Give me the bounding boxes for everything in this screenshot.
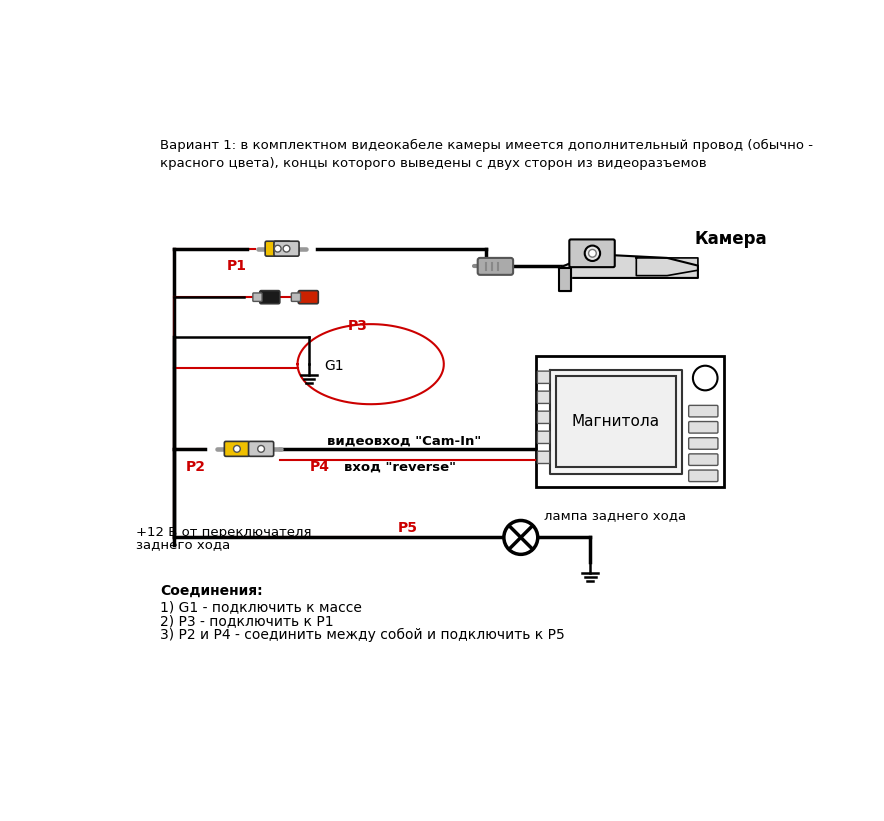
FancyBboxPatch shape: [689, 421, 718, 433]
Text: P3: P3: [347, 319, 368, 333]
Circle shape: [283, 245, 290, 252]
Text: 1) G1 - подключить к массе: 1) G1 - подключить к массе: [161, 600, 362, 615]
Circle shape: [589, 250, 597, 257]
FancyBboxPatch shape: [253, 293, 262, 301]
FancyBboxPatch shape: [537, 431, 550, 443]
Bar: [536, 356, 725, 488]
FancyBboxPatch shape: [248, 442, 274, 456]
FancyBboxPatch shape: [477, 258, 513, 275]
FancyBboxPatch shape: [689, 406, 718, 417]
Polygon shape: [560, 255, 697, 278]
FancyBboxPatch shape: [537, 411, 550, 424]
Circle shape: [233, 446, 240, 452]
Text: лампа заднего хода: лампа заднего хода: [544, 509, 686, 522]
Text: Камера: Камера: [694, 231, 766, 249]
FancyBboxPatch shape: [292, 293, 301, 301]
Text: Вариант 1: в комплектном видеокабеле камеры имеется дополнительный провод (обычн: Вариант 1: в комплектном видеокабеле кам…: [161, 139, 813, 170]
Polygon shape: [636, 258, 697, 276]
FancyBboxPatch shape: [265, 241, 290, 256]
Circle shape: [258, 446, 264, 452]
Text: Соединения:: Соединения:: [161, 584, 263, 598]
FancyBboxPatch shape: [274, 241, 299, 256]
Text: P1: P1: [226, 259, 247, 273]
Text: видеовход "Cam-In": видеовход "Cam-In": [327, 434, 481, 447]
FancyBboxPatch shape: [260, 291, 280, 304]
FancyBboxPatch shape: [689, 438, 718, 449]
Text: +12 В от переключателя: +12 В от переключателя: [136, 526, 311, 539]
FancyBboxPatch shape: [569, 240, 614, 267]
Text: заднего хода: заднего хода: [136, 538, 230, 551]
FancyBboxPatch shape: [537, 371, 550, 383]
FancyBboxPatch shape: [537, 391, 550, 403]
Bar: [556, 377, 676, 467]
Text: 2) Р3 - подключить к Р1: 2) Р3 - подключить к Р1: [161, 614, 334, 628]
Text: P4: P4: [309, 461, 330, 475]
FancyBboxPatch shape: [537, 452, 550, 464]
Polygon shape: [560, 268, 571, 291]
Circle shape: [274, 245, 281, 252]
Text: Магнитола: Магнитола: [572, 415, 660, 429]
FancyBboxPatch shape: [298, 291, 318, 304]
FancyBboxPatch shape: [689, 470, 718, 482]
Text: 3) Р2 и Р4 - соединить между собой и подключить к Р5: 3) Р2 и Р4 - соединить между собой и под…: [161, 628, 565, 642]
Text: P5: P5: [398, 521, 417, 535]
Text: G1: G1: [324, 360, 344, 374]
FancyBboxPatch shape: [225, 442, 249, 456]
FancyBboxPatch shape: [689, 454, 718, 466]
Circle shape: [693, 365, 718, 390]
Circle shape: [504, 521, 537, 554]
Circle shape: [584, 245, 600, 261]
Polygon shape: [550, 370, 682, 474]
Text: вход "reverse": вход "reverse": [344, 461, 456, 474]
Text: P2: P2: [186, 460, 206, 474]
